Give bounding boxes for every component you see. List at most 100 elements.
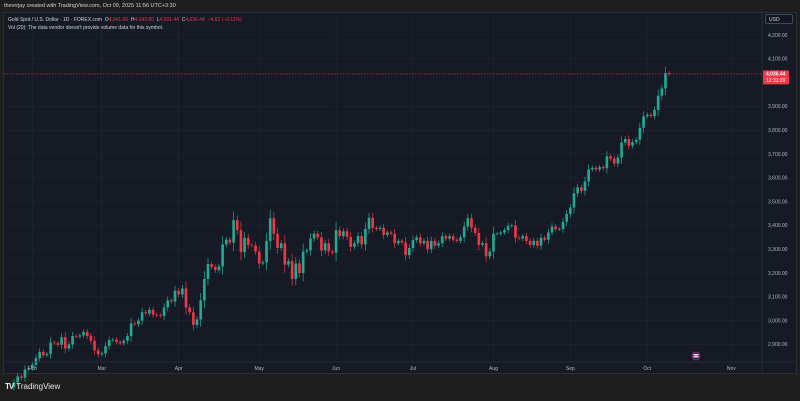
time-tick-label: May [254,366,264,372]
candle-body [228,239,232,243]
candle-body [148,309,151,314]
candle-body [514,225,517,238]
open-value: 4,041.06 [108,17,129,23]
candle-body [583,181,587,191]
candle-body [254,245,257,252]
candle-body [41,352,45,356]
candle-body [151,309,155,315]
change-value: −4.62 (−0.11%) [207,17,242,23]
candle-body [422,240,426,244]
candle-body [257,251,261,264]
candle-body [404,242,407,256]
price-tick-label: 4,100.00 [768,57,788,63]
candle-body [206,263,210,279]
candle-body [484,243,488,257]
candle-body [122,340,126,344]
candle-body [316,233,320,238]
price-tick-label: 3,300.00 [768,247,788,253]
candle-body [49,342,52,354]
candle-body [627,139,631,146]
candle-body [214,267,217,271]
candle-body [528,240,532,245]
candle-body [580,187,583,191]
candle-body [437,243,440,246]
candle-body [334,230,338,253]
candle-body [71,336,74,345]
candle-body [415,237,418,241]
candle-body [279,243,283,249]
candle-body [342,231,345,237]
candle-body [250,244,254,246]
candle-body [393,233,396,244]
candle-body [16,376,19,383]
candle-body [210,263,213,268]
time-tick-label: Feb [28,366,37,372]
candle-body [601,167,605,169]
candle-body [554,226,557,229]
ohlc-line: Gold Spot / U.S. Dollar · 1D · FOREX.com… [8,17,242,23]
candle-body [159,315,162,317]
candle-body [192,312,195,325]
candle-body [353,243,356,247]
candle-body [609,156,612,159]
candle-body [243,237,246,253]
candle-body [510,225,514,227]
currency-button[interactable]: USD [765,14,793,24]
high-value: 4,043.80 [134,17,154,23]
candle-body [616,157,620,164]
chart-area[interactable] [3,12,797,374]
candle-body [294,263,298,279]
last-price-value: 4,036.44 [766,71,786,77]
flag-event-icon-stripe [693,355,699,357]
candle-body [118,342,122,344]
close-value: 4,036.44 [185,17,205,23]
candle-body [184,288,188,308]
time-tick-label: Sep [566,366,575,372]
candle-body [126,336,129,341]
candle-body [301,251,305,273]
candle-body [620,142,623,158]
symbol-description[interactable]: Gold Spot / U.S. Dollar · 1D · FOREX.com [8,17,102,23]
candle-body [63,337,67,349]
candle-body [550,226,554,233]
candle-body [532,240,536,245]
candle-body [166,300,170,308]
candle-body [327,243,331,252]
price-tick-label: 3,500.00 [768,199,788,205]
candle-body [451,236,455,240]
candle-body [195,319,199,325]
candle-body [232,220,235,243]
candle-body [378,227,382,229]
candle-body [558,228,561,230]
candle-body [100,353,104,355]
candle-body [448,236,451,239]
candle-body [503,230,506,233]
candle-body [78,335,82,337]
candle-body [93,340,96,351]
candle-body [345,231,349,237]
candle-body [411,240,415,249]
candle-body [623,139,627,143]
candle-body [653,109,656,116]
candle-body [23,369,27,378]
candle-body [561,221,565,229]
candle-body [45,353,49,356]
candle-body [323,243,327,251]
candle-body [506,225,510,231]
candle-body [371,217,374,228]
price-tick-label: 3,800.00 [768,128,788,134]
candle-body [12,382,16,388]
candle-body [612,158,616,164]
candle-body [60,337,63,345]
time-tick-label: Aug [489,366,498,372]
candle-body [144,312,148,314]
candle-body [594,167,598,170]
candle-body [111,339,115,341]
candle-body [129,323,133,337]
candle-body [488,251,492,257]
candle-body [235,220,239,231]
candle-body [455,239,459,241]
candle-body [104,346,107,354]
candle-body [268,218,272,241]
candle-body [433,240,437,246]
